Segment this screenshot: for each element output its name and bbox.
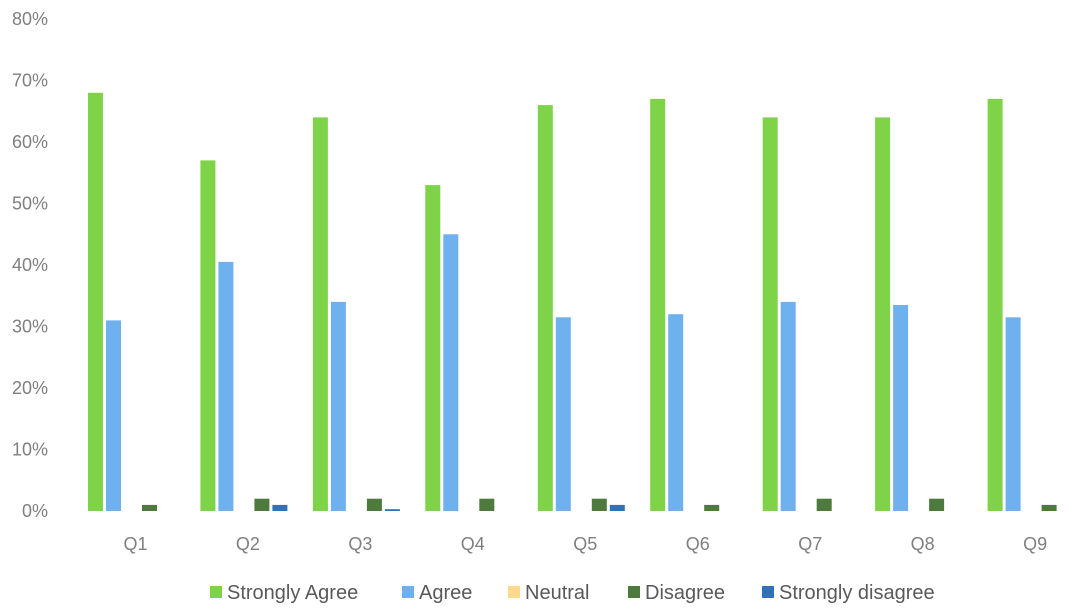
bar-q6-disagree	[704, 504, 720, 511]
bar-q7-disagree	[816, 498, 832, 511]
legend-label-disagree: Disagree	[645, 582, 725, 604]
bar-q5-strongly-disagree	[609, 504, 625, 511]
x-category-label: Q7	[798, 534, 822, 554]
bar-q5-disagree	[591, 498, 607, 511]
bar-q2-strongly-disagree	[272, 504, 288, 511]
bar-q6-agree	[668, 314, 684, 511]
bar-q9-disagree	[1041, 504, 1057, 511]
bar-q2-disagree	[254, 498, 270, 511]
bar-q3-agree	[330, 301, 346, 511]
legend-label-agree: Agree	[419, 582, 472, 604]
x-category-label: Q8	[911, 534, 935, 554]
bar-q5-strongly-agree	[537, 105, 553, 511]
y-tick-label: 70%	[12, 71, 48, 91]
y-tick-label: 0%	[22, 501, 48, 521]
y-tick-label: 80%	[12, 9, 48, 29]
bar-q4-disagree	[479, 498, 495, 511]
legend-swatch-disagree	[628, 586, 640, 598]
x-category-label: Q5	[573, 534, 597, 554]
bar-q1-disagree	[142, 504, 157, 511]
x-category-label: Q6	[686, 534, 710, 554]
bar-q4-strongly-agree	[425, 185, 441, 511]
y-tick-label: 50%	[12, 194, 48, 214]
bar-q3-disagree	[366, 498, 382, 511]
bar-q7-strongly-agree	[762, 117, 778, 512]
bar-q5-agree	[555, 317, 571, 511]
bar-q9-strongly-agree	[987, 98, 1003, 512]
legend-label-strongly-agree: Strongly Agree	[227, 582, 358, 604]
x-category-label: Q9	[1023, 534, 1047, 554]
bar-q8-disagree	[929, 498, 945, 511]
y-tick-label: 30%	[12, 317, 48, 337]
x-category-label: Q3	[348, 534, 372, 554]
y-tick-label: 20%	[12, 378, 48, 398]
legend-swatch-agree	[402, 586, 414, 598]
x-category-label: Q2	[236, 534, 260, 554]
bar-q4-agree	[443, 234, 459, 512]
legend-label-neutral: Neutral	[525, 582, 589, 604]
bar-q3-strongly-disagree	[384, 509, 400, 511]
y-tick-label: 60%	[12, 132, 48, 152]
legend-swatch-strongly-agree	[210, 586, 222, 598]
x-category-label: Q1	[123, 534, 147, 554]
legend: Strongly Agree Agree Neutral Disagree Strong…	[210, 582, 935, 604]
bar-q8-strongly-agree	[875, 117, 891, 512]
bar-q9-agree	[1005, 317, 1021, 511]
x-category-label: Q4	[461, 534, 485, 554]
x-axis: Q1 Q2 Q3 Q4 Q5 Q6 Q7 Q8 Q9	[123, 534, 1047, 554]
legend-label-strongly-disagree: Strongly disagree	[779, 582, 935, 604]
legend-swatch-strongly-disagree	[762, 586, 774, 598]
bar-q7-agree	[780, 301, 796, 511]
bar-q1-agree	[106, 320, 121, 511]
bar-q2-strongly-agree	[200, 160, 216, 511]
bar-q1-strongly-agree	[88, 92, 103, 512]
bar-q8-agree	[893, 305, 909, 511]
bars	[88, 92, 1057, 512]
legend-swatch-neutral	[508, 586, 520, 598]
bar-q2-agree	[218, 261, 234, 511]
y-tick-label: 10%	[12, 440, 48, 460]
bar-q3-strongly-agree	[312, 117, 328, 512]
y-axis: 0% 10% 20% 30% 40% 50% 60% 70% 80%	[12, 9, 48, 521]
bar-q6-strongly-agree	[650, 98, 666, 512]
y-tick-label: 40%	[12, 255, 48, 275]
